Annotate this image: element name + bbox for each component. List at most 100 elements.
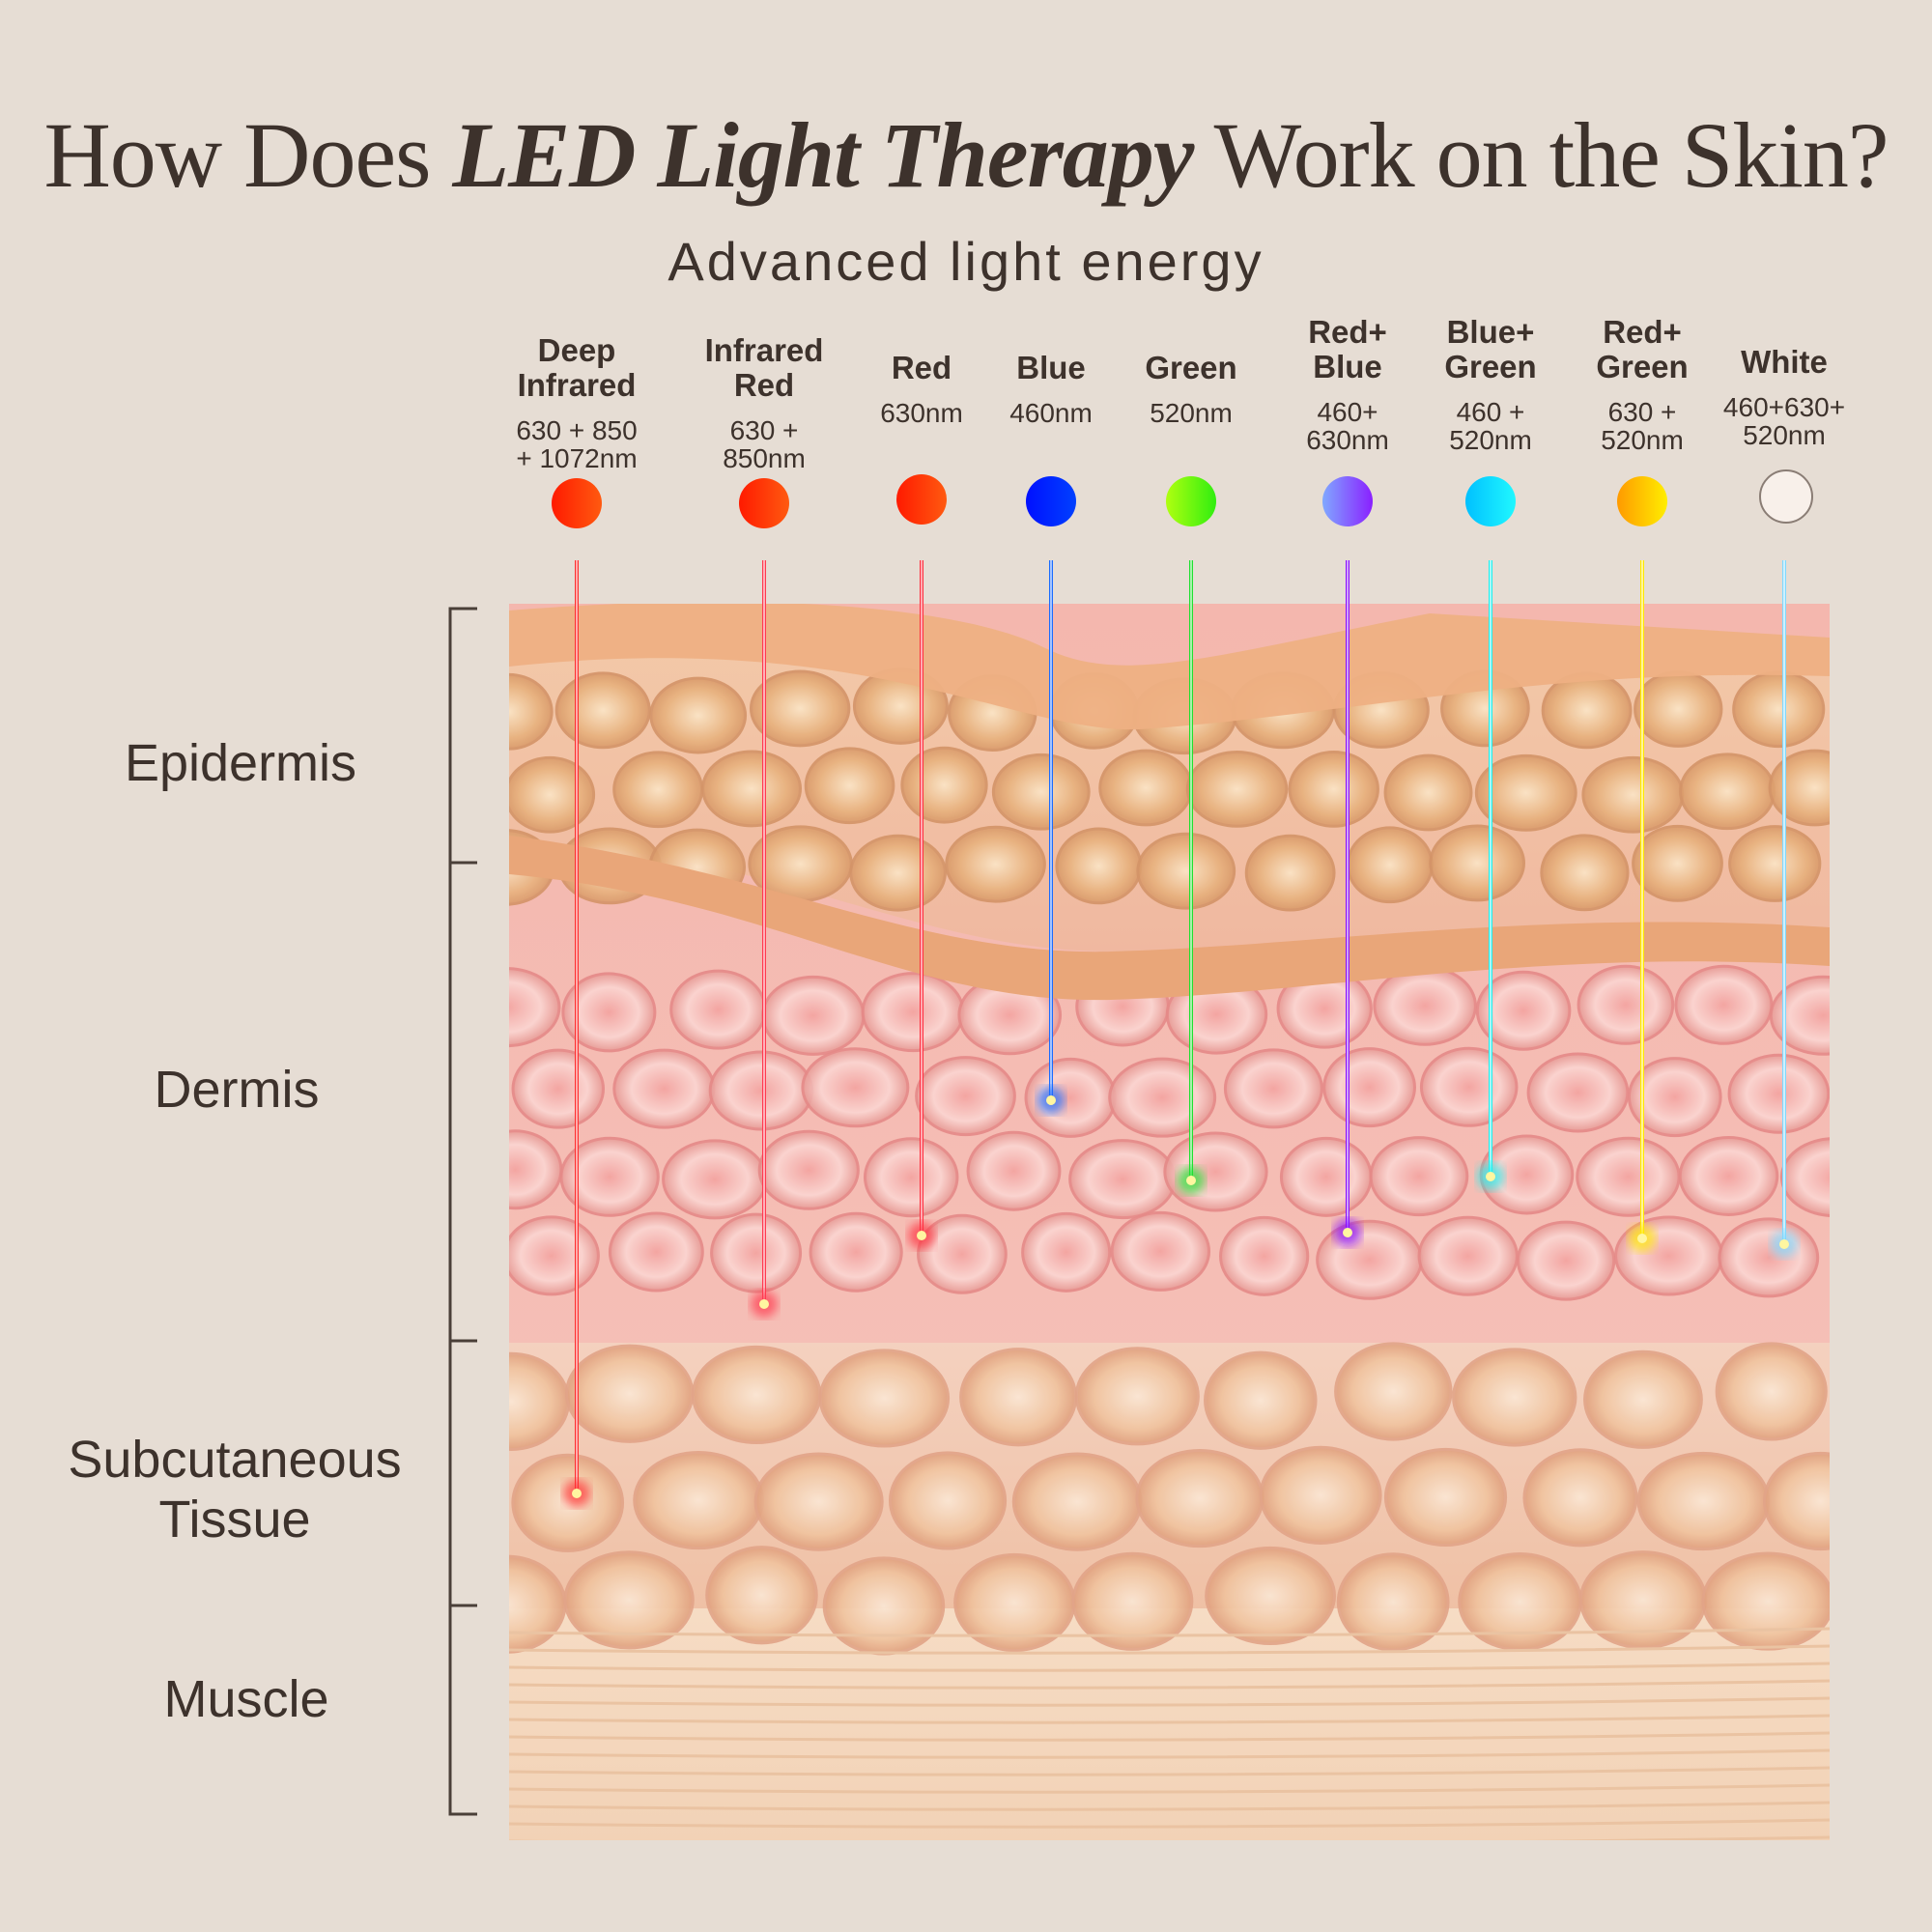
fat-cell (1071, 1551, 1194, 1651)
dermis-cell (1322, 1047, 1416, 1128)
light-color-dot (1026, 476, 1076, 526)
muscle-fiber (509, 1644, 1830, 1655)
layer-label-dermis: Dermis (154, 1061, 320, 1119)
bracket-epidermis (448, 607, 477, 865)
fat-cell (564, 1344, 695, 1443)
epidermis-cell (1244, 834, 1336, 912)
light-color-dot (1322, 476, 1373, 526)
light-color-dot (1617, 476, 1667, 526)
fat-cell (1458, 1552, 1582, 1652)
light-option: Infrared Red 630 + 850nm (677, 333, 851, 473)
fat-cell (1334, 1342, 1453, 1441)
light-wavelength: 460 + 520nm (1449, 397, 1532, 455)
fat-cell (1205, 1546, 1336, 1646)
fat-cell (705, 1546, 818, 1645)
fat-cell (822, 1556, 946, 1656)
dermis-cell (1627, 1057, 1722, 1138)
dermis-cell (561, 972, 657, 1053)
muscle-fiber (509, 1731, 1830, 1742)
dermis-cell (509, 1129, 563, 1210)
epidermis-cell (749, 669, 851, 748)
light-option: Red+ Green 630 + 520nm (1555, 315, 1729, 455)
light-option: Green 520nm (1104, 351, 1278, 428)
page-title: How Does LED Light Therapy Work on the S… (0, 101, 1932, 209)
dermis-cell (1614, 1215, 1724, 1296)
penetration-point (1637, 1234, 1647, 1243)
dermis-cell (1316, 1219, 1423, 1300)
epidermis-cell (1632, 824, 1723, 902)
dermis-cell (1779, 1137, 1830, 1217)
fat-cell (818, 1349, 951, 1448)
muscle-fiber (509, 1679, 1830, 1690)
muscle-fiber (509, 1662, 1830, 1672)
bracket-subcutaneous (448, 1339, 477, 1607)
layer-label-muscle: Muscle (163, 1670, 329, 1728)
epidermis-cell (701, 750, 803, 828)
dermis-cell (1110, 1210, 1211, 1292)
fat-cell (888, 1451, 1008, 1550)
fat-cell (1259, 1445, 1382, 1545)
muscle-fiber (509, 1714, 1830, 1724)
dermis-cell (1108, 1057, 1217, 1138)
epidermis-cell (1098, 749, 1194, 827)
light-color-dot (1166, 476, 1216, 526)
dermis-cell (757, 1129, 860, 1210)
fat-cell (1636, 1451, 1771, 1551)
epidermis-cell (1185, 750, 1289, 828)
dermis-cell (863, 1137, 959, 1218)
dermis-cell (861, 972, 965, 1053)
light-wavelength: 460+630+ 520nm (1722, 392, 1846, 450)
epidermis-cell (509, 672, 554, 751)
dermis-cell (1223, 1048, 1323, 1129)
epidermis-cell (1429, 824, 1526, 902)
light-wavelength: 630 + 520nm (1601, 397, 1684, 455)
penetration-point (1046, 1095, 1056, 1105)
dermis-cell (917, 1213, 1008, 1294)
fat-cell (633, 1450, 765, 1550)
dermis-cell (509, 967, 561, 1048)
epidermis-cell (649, 676, 748, 754)
light-name: White (1741, 344, 1828, 380)
epidermis-cell (1540, 834, 1630, 912)
layer-brackets (448, 607, 477, 1816)
muscle-fiber (509, 1696, 1830, 1707)
dermis-cell (1475, 970, 1572, 1051)
light-name: Red (891, 350, 952, 385)
muscle-fiber (509, 1801, 1830, 1811)
dermis-cell (1718, 1217, 1820, 1298)
light-option: White 460+630+ 520nm (1697, 344, 1871, 450)
epidermis-cell (1288, 750, 1379, 828)
light-wavelength: 630 + 850nm (723, 415, 806, 473)
epidermis-cell (849, 834, 947, 912)
light-option: Deep Infrared 630 + 850 + 1072nm (490, 332, 664, 473)
title-suffix: Work on the Skin? (1193, 103, 1889, 207)
fat-cell (1452, 1348, 1577, 1447)
epidermis-cell (1541, 671, 1633, 750)
light-option: Red+ Blue 460+ 630nm (1261, 315, 1435, 455)
dermis-cell (1516, 1220, 1616, 1301)
dermis-cell (1674, 964, 1774, 1045)
title-prefix: How Does (43, 103, 453, 207)
fat-cell (1074, 1347, 1200, 1446)
light-color-dot (552, 478, 602, 528)
epidermis-cell (945, 825, 1046, 903)
dermis-cell (1373, 965, 1477, 1046)
light-name: Deep Infrared (517, 332, 637, 403)
epidermis-cell (1474, 753, 1577, 832)
dermis-cell (662, 1139, 768, 1220)
penetration-point (572, 1489, 582, 1498)
penetration-point (1486, 1172, 1495, 1181)
dermis-cell (1068, 1139, 1177, 1220)
light-color-dot (1759, 469, 1813, 524)
skin-layers (509, 604, 1830, 1840)
epidermis-cell (612, 751, 704, 829)
dermis-cell (511, 1048, 606, 1129)
title-emphasis: LED Light Therapy (452, 103, 1194, 207)
muscle-fiber (509, 1818, 1830, 1829)
layer-label-subcutaneous: Subcutaneous Tissue (68, 1431, 402, 1548)
epidermis-cell (1346, 826, 1434, 904)
epidermis-cell (1055, 827, 1143, 905)
dermis-cell (1163, 1131, 1268, 1212)
dermis-cell (1526, 1052, 1630, 1133)
